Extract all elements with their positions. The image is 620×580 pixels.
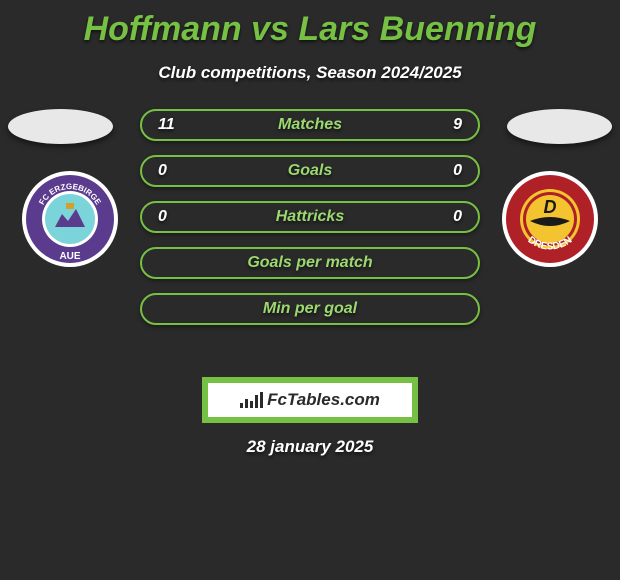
club-badge-right: D DRESDEN [500,169,600,269]
watermark: FcTables.com [202,377,418,423]
stat-rows: 11 Matches 9 0 Goals 0 0 Hattricks 0 Goa… [140,109,480,339]
subtitle: Club competitions, Season 2024/2025 [0,63,620,83]
stat-row: Goals per match [140,247,480,279]
svg-text:AUE: AUE [59,251,80,262]
stat-right-value: 0 [432,162,462,180]
svg-text:D: D [544,197,557,217]
stat-label: Hattricks [188,208,432,226]
stat-left-value: 0 [158,162,188,180]
date-label: 28 january 2025 [0,437,620,457]
dynamo-dresden-logo-icon: D DRESDEN [500,169,600,269]
page-title: Hoffmann vs Lars Buenning [0,0,620,49]
stat-left-value: 11 [158,116,188,134]
stat-label: Min per goal [188,300,432,318]
bar-chart-icon [240,392,263,408]
club-badge-left: FC ERZGEBIRGE AUE [20,169,120,269]
erzgebirge-aue-logo-icon: FC ERZGEBIRGE AUE [20,169,120,269]
stat-row: 11 Matches 9 [140,109,480,141]
stat-left-value: 0 [158,208,188,226]
comparison-panel: FC ERZGEBIRGE AUE D DRESDEN 11 Matches 9… [0,109,620,369]
stat-label: Matches [188,116,432,134]
watermark-text: FcTables.com [267,390,380,410]
stat-row: 0 Hattricks 0 [140,201,480,233]
avatar-placeholder-right [507,109,612,144]
stat-row: Min per goal [140,293,480,325]
stat-row: 0 Goals 0 [140,155,480,187]
avatar-placeholder-left [8,109,113,144]
stat-right-value: 0 [432,208,462,226]
stat-label: Goals per match [188,254,432,272]
stat-label: Goals [188,162,432,180]
stat-right-value: 9 [432,116,462,134]
